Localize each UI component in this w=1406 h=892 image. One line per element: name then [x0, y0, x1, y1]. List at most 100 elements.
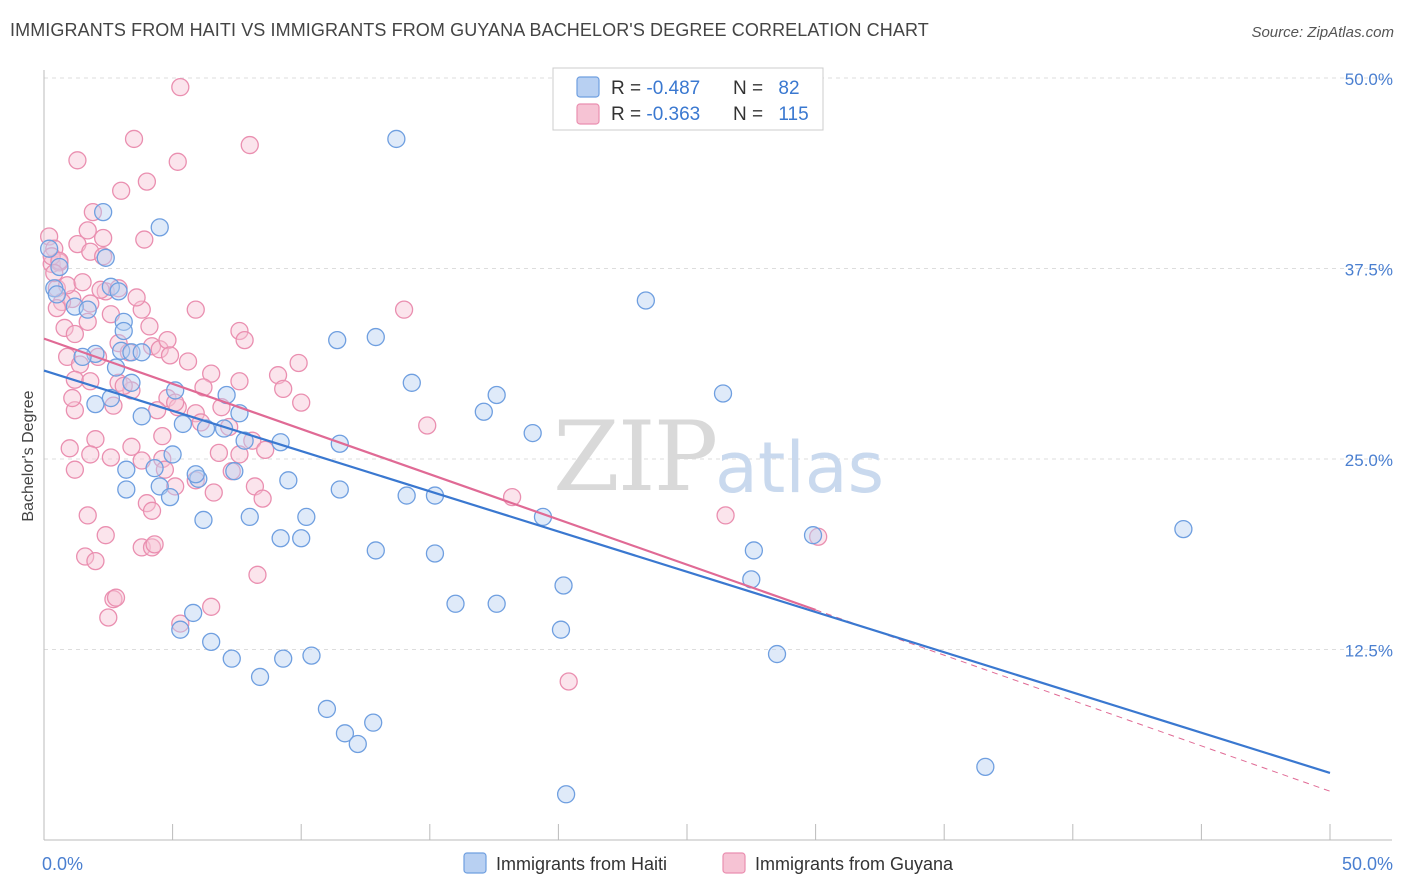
haiti-point-47 — [366, 541, 385, 560]
guyana-point-103 — [178, 352, 198, 371]
haiti-points — [39, 129, 1193, 804]
guyana-point-81 — [86, 551, 105, 571]
guyana-point-78 — [142, 538, 162, 557]
svg-text:R = -0.363: R = -0.363 — [611, 104, 700, 125]
guyana-point-38 — [268, 366, 288, 385]
guyana-point-50 — [148, 401, 167, 420]
guyana-trend-line — [43, 337, 816, 611]
haiti-point-4 — [96, 248, 115, 267]
svg-text:R = -0.487: R = -0.487 — [611, 78, 700, 99]
guyana-point-63 — [209, 443, 229, 463]
guyana-point-101 — [140, 317, 159, 336]
haiti-point-50 — [397, 486, 416, 505]
guyana-point-57 — [86, 430, 105, 449]
guyana-point-56 — [122, 437, 141, 456]
guyana-point-8 — [78, 221, 97, 240]
guyana-point-33 — [150, 340, 169, 359]
haiti-point-70 — [160, 487, 180, 507]
guyana-point-90 — [716, 506, 735, 525]
guyana-point-4 — [68, 151, 87, 170]
guyana-point-92 — [559, 672, 578, 691]
guyana-r-label: R = — [611, 104, 646, 125]
watermark: ZIP atlas — [553, 401, 884, 513]
guyana-point-102 — [160, 346, 180, 365]
guyana-point-60 — [81, 445, 100, 464]
haiti-swatch — [576, 76, 600, 98]
guyana-point-70 — [65, 460, 85, 479]
guyana-point-110 — [63, 388, 82, 408]
guyana-point-6 — [112, 181, 131, 200]
y-tick-label-1: 25.0% — [1345, 451, 1393, 470]
haiti-point-74 — [222, 649, 241, 668]
haiti-point-55 — [487, 385, 506, 405]
haiti-point-20 — [86, 394, 105, 414]
legend-guyana-swatch — [722, 852, 746, 874]
x-tick-label-0: 0.0% — [42, 854, 83, 874]
guyana-point-1 — [124, 129, 144, 149]
guyana-point-15 — [94, 228, 113, 248]
haiti-point-76 — [274, 649, 293, 668]
guyana-point-39 — [292, 393, 311, 412]
haiti-point-54 — [474, 402, 493, 421]
guyana-r-value: -0.363 — [646, 104, 700, 125]
haiti-point-44 — [330, 434, 349, 453]
guyana-point-61 — [153, 449, 172, 469]
guyana-point-113 — [274, 379, 293, 399]
guyana-point-112 — [47, 298, 67, 318]
trend-lines — [43, 337, 1331, 792]
haiti-point-69 — [1174, 519, 1193, 539]
haiti-point-64 — [744, 541, 764, 560]
source-credit: Source: ZipAtlas.com — [1251, 24, 1394, 41]
watermark-zip: ZIP — [553, 401, 716, 513]
guyana-point-73 — [78, 506, 97, 525]
haiti-point-71 — [171, 620, 190, 639]
haiti-point-80 — [364, 713, 383, 732]
guyana-point-68 — [166, 477, 185, 496]
guyana-point-0 — [171, 77, 190, 97]
haiti-point-66 — [767, 644, 787, 664]
y-axis-label: Bachelor's Degree — [20, 390, 37, 521]
guyana-point-64 — [230, 445, 249, 464]
chart-title: IMMIGRANTS FROM HAITI VS IMMIGRANTS FROM… — [10, 20, 929, 40]
guyana-point-37 — [235, 330, 254, 350]
axes — [43, 70, 1392, 841]
legend-haiti-swatch — [463, 852, 487, 874]
svg-text:N = 82: N = 82 — [733, 78, 800, 99]
haiti-point-79 — [335, 724, 355, 743]
guyana-point-34 — [158, 330, 177, 350]
guyana-n-label: N = — [733, 104, 768, 125]
y-tick-label-3: 50.0% — [1345, 70, 1393, 89]
svg-text:N = 115: N = 115 — [733, 104, 809, 125]
haiti-point-56 — [523, 423, 542, 443]
haiti-point-60 — [636, 291, 655, 310]
haiti-n-label: N = — [733, 78, 768, 99]
haiti-point-23 — [145, 458, 164, 478]
guyana-point-98 — [91, 280, 110, 299]
haiti-point-46 — [292, 529, 311, 548]
haiti-point-16 — [122, 343, 141, 362]
guyana-point-3 — [168, 152, 187, 171]
haiti-point-33 — [225, 462, 244, 481]
haiti-point-78 — [317, 699, 337, 719]
guyana-point-2 — [240, 135, 259, 155]
y-tick-labels: 12.5% 25.0% 37.5% 50.0% — [1345, 70, 1393, 661]
guyana-point-86 — [202, 597, 221, 616]
haiti-point-81 — [387, 129, 406, 149]
haiti-point-32 — [235, 431, 254, 450]
guyana-point-87 — [248, 565, 267, 584]
haiti-point-72 — [184, 603, 203, 623]
haiti-point-0 — [39, 239, 59, 258]
guyana-point-83 — [106, 588, 126, 607]
guyana-point-74 — [204, 483, 223, 502]
guyana-point-58 — [101, 448, 121, 467]
y-tick-label-2: 37.5% — [1345, 261, 1393, 280]
guyana-point-35 — [186, 300, 205, 319]
haiti-point-52 — [425, 544, 445, 563]
guyana-point-59 — [60, 439, 79, 458]
guyana-point-5 — [137, 172, 157, 191]
haiti-point-63 — [713, 384, 733, 403]
haiti-point-27 — [163, 445, 182, 464]
guyana-points — [39, 77, 828, 691]
haiti-point-57 — [554, 576, 573, 595]
